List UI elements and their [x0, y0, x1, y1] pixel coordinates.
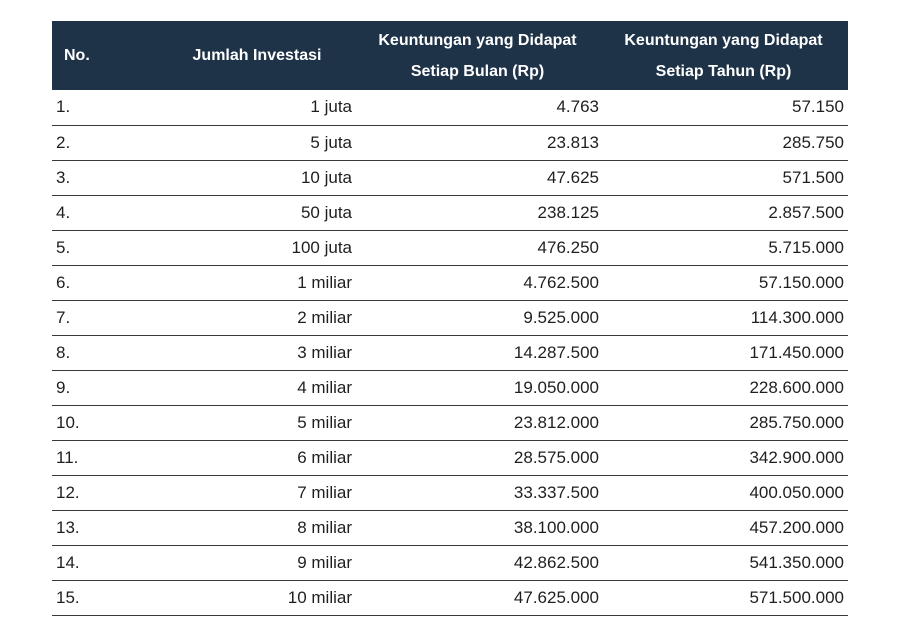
cell-yearly: 571.500 — [782, 167, 844, 187]
cell-investment: 100 juta — [291, 237, 353, 257]
cell-yearly: 5.715.000 — [768, 237, 844, 257]
cell-no: 12. — [56, 482, 80, 502]
header-yearly: Keuntungan yang Didapat Setiap Tahun (Rp… — [599, 21, 848, 90]
table-row: 14. 9 miliar 42.862.500 541.350.000 — [52, 545, 848, 580]
cell-no: 11. — [56, 447, 79, 467]
cell-investment: 2 miliar — [297, 307, 352, 327]
cell-monthly: 19.050.000 — [513, 377, 599, 397]
cell-investment: 5 miliar — [297, 412, 352, 432]
cell-yearly: 571.500.000 — [749, 587, 844, 607]
cell-yearly: 57.150 — [792, 97, 844, 117]
cell-investment: 50 juta — [300, 202, 352, 222]
table-header: No. Jumlah Investasi Keuntungan yang Did… — [52, 21, 848, 90]
table-row: 2. 5 juta 23.813 285.750 — [52, 125, 848, 160]
table-row: 15. 10 miliar 47.625.000 571.500.000 — [52, 580, 848, 615]
cell-monthly: 9.525.000 — [523, 307, 599, 327]
cell-investment: 9 miliar — [297, 552, 352, 572]
cell-investment: 3 miliar — [297, 342, 352, 362]
cell-monthly: 14.287.500 — [513, 342, 599, 362]
table-row: 10. 5 miliar 23.812.000 285.750.000 — [52, 405, 848, 440]
cell-yearly: 541.350.000 — [749, 552, 844, 572]
cell-monthly: 47.625.000 — [513, 587, 599, 607]
header-investment: Jumlah Investasi — [192, 47, 322, 64]
table-row: 13. 8 miliar 38.100.000 457.200.000 — [52, 510, 848, 545]
cell-monthly: 33.337.500 — [513, 482, 599, 502]
header-yearly-line2: Setiap Tahun (Rp) — [655, 62, 792, 80]
cell-monthly: 238.125 — [537, 202, 599, 222]
cell-investment: 5 juta — [310, 132, 352, 152]
cell-investment: 8 miliar — [297, 517, 352, 537]
cell-investment: 4 miliar — [297, 377, 352, 397]
cell-monthly: 47.625 — [547, 167, 599, 187]
cell-monthly: 476.250 — [537, 237, 599, 257]
header-no: No. — [64, 47, 90, 64]
cell-yearly: 285.750 — [782, 132, 844, 152]
cell-no: 1. — [56, 97, 71, 117]
cell-monthly: 42.862.500 — [513, 552, 599, 572]
cell-no: 2. — [56, 132, 71, 152]
table-body: 1. 1 juta 4.763 57.150 2. 5 juta 23.813 285.750… — [52, 90, 848, 615]
header-monthly-line2: Setiap Bulan (Rp) — [410, 62, 545, 80]
cell-yearly: 285.750.000 — [749, 412, 844, 432]
table-row: 1. 1 juta 4.763 57.150 — [52, 90, 848, 125]
cell-no: 9. — [56, 377, 71, 397]
cell-investment: 1 miliar — [297, 272, 352, 292]
cell-yearly: 171.450.000 — [749, 342, 844, 362]
cell-investment: 1 juta — [310, 97, 352, 117]
cell-no: 4. — [56, 202, 71, 222]
cell-no: 5. — [56, 237, 71, 257]
cell-yearly: 114.300.000 — [750, 307, 844, 327]
header-monthly-line1: Keuntungan yang Didapat — [378, 31, 577, 49]
table-row: 8. 3 miliar 14.287.500 171.450.000 — [52, 335, 848, 370]
cell-yearly: 342.900.000 — [749, 447, 844, 467]
table-row: 7. 2 miliar 9.525.000 114.300.000 — [52, 300, 848, 335]
cell-no: 15. — [56, 587, 80, 607]
header-yearly-line1: Keuntungan yang Didapat — [624, 31, 823, 49]
table-row: 11. 6 miliar 28.575.000 342.900.000 — [52, 440, 848, 475]
header-row: No. Jumlah Investasi Keuntungan yang Did… — [52, 21, 848, 90]
cell-investment: 6 miliar — [297, 447, 352, 467]
cell-investment: 7 miliar — [297, 482, 352, 502]
header-monthly: Keuntungan yang Didapat Setiap Bulan (Rp… — [352, 21, 599, 90]
cell-investment: 10 miliar — [287, 587, 352, 607]
table-row: 5. 100 juta 476.250 5.715.000 — [52, 230, 848, 265]
cell-monthly: 28.575.000 — [513, 447, 599, 467]
cell-yearly: 57.150.000 — [758, 272, 844, 292]
cell-no: 7. — [56, 307, 71, 327]
cell-monthly: 4.762.500 — [523, 272, 599, 292]
cell-investment: 10 juta — [300, 167, 352, 187]
cell-monthly: 23.813 — [547, 132, 599, 152]
cell-monthly: 23.812.000 — [513, 412, 599, 432]
cell-yearly: 228.600.000 — [749, 377, 844, 397]
cell-yearly: 457.200.000 — [749, 517, 844, 537]
table-row: 12. 7 miliar 33.337.500 400.050.000 — [52, 475, 848, 510]
table-row: 3. 10 juta 47.625 571.500 — [52, 160, 848, 195]
cell-no: 6. — [56, 272, 71, 292]
cell-no: 8. — [56, 342, 71, 362]
table-row: 4. 50 juta 238.125 2.857.500 — [52, 195, 848, 230]
cell-monthly: 38.100.000 — [513, 517, 599, 537]
cell-yearly: 2.857.500 — [768, 202, 844, 222]
cell-no: 14. — [56, 552, 80, 572]
cell-no: 3. — [56, 167, 71, 187]
cell-no: 13. — [56, 517, 80, 537]
table-row: 9. 4 miliar 19.050.000 228.600.000 — [52, 370, 848, 405]
cell-yearly: 400.050.000 — [749, 482, 844, 502]
table-row: 6. 1 miliar 4.762.500 57.150.000 — [52, 265, 848, 300]
investment-returns-table: No. Jumlah Investasi Keuntungan yang Did… — [52, 21, 848, 616]
cell-no: 10. — [56, 412, 80, 432]
cell-monthly: 4.763 — [556, 97, 599, 117]
